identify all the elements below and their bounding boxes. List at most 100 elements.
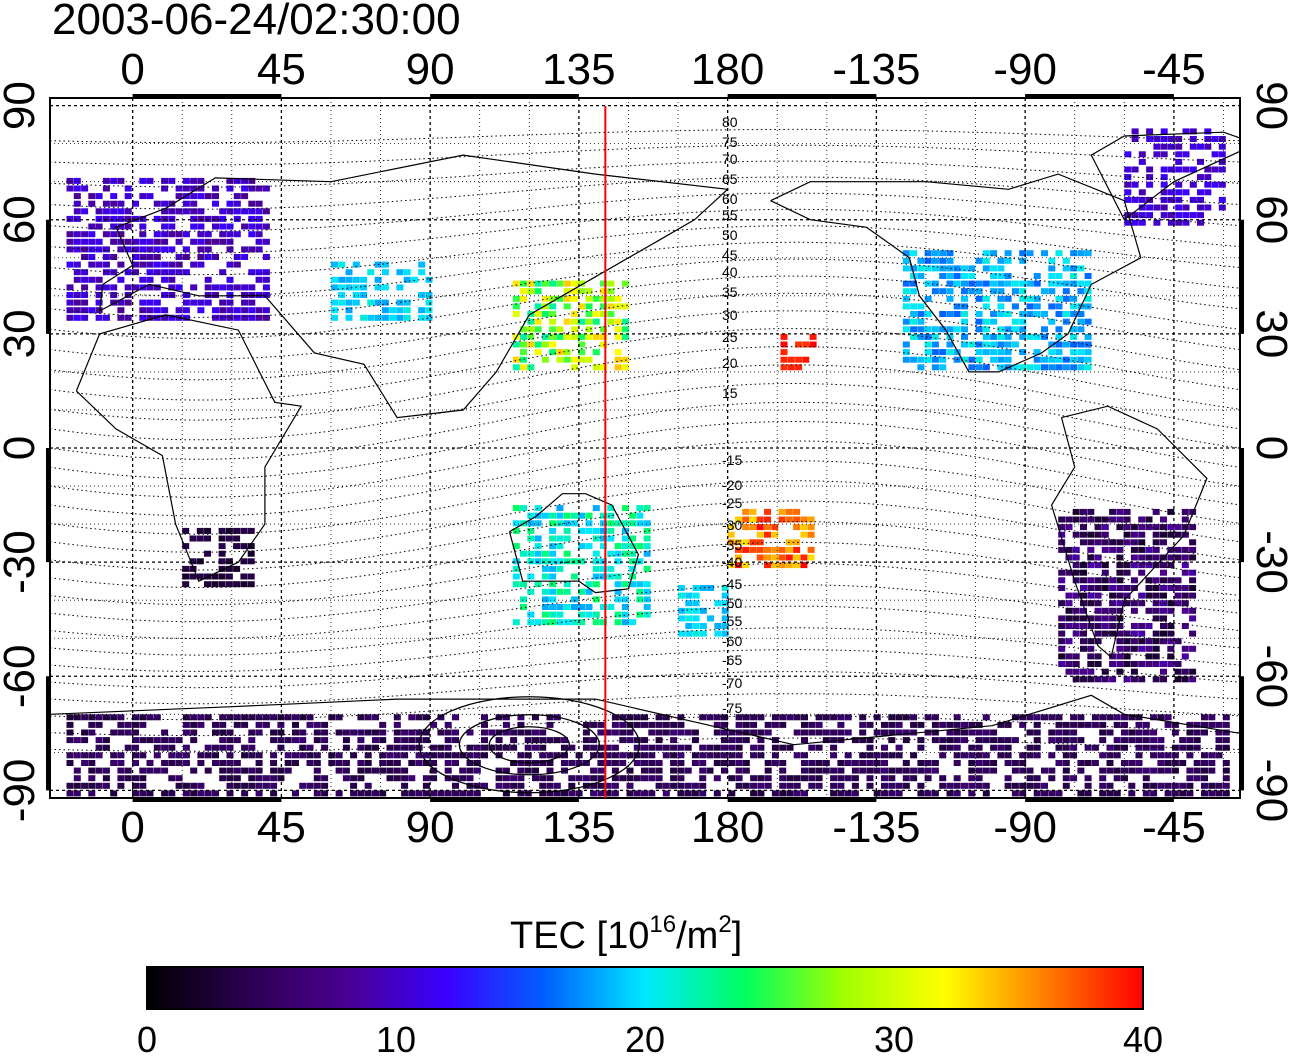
tec-cell (233, 581, 241, 588)
tec-cell (386, 752, 394, 759)
tec-cell (1070, 265, 1078, 272)
colorbar-title: TEC [1016/m2] (510, 911, 742, 957)
tec-cell (968, 744, 976, 751)
contour-line (50, 420, 1240, 498)
tec-cell (1026, 280, 1034, 287)
tec-cell (1189, 181, 1197, 188)
tec-cell (873, 760, 881, 766)
tec-cell (1142, 782, 1150, 789)
tec-cell (1135, 760, 1143, 766)
tec-cell (1131, 219, 1139, 226)
tec-cell (619, 721, 627, 728)
tec-cell (1150, 729, 1158, 736)
tec-cell (585, 326, 593, 333)
tec-cell (233, 208, 241, 215)
tec-cell (592, 364, 600, 371)
tec-cell (262, 208, 270, 215)
tec-cell (1189, 607, 1197, 614)
tec-cell (1062, 744, 1070, 751)
tec-cell (520, 604, 527, 610)
tec-cell (117, 223, 125, 230)
tec-cell (1062, 341, 1070, 348)
tec-cell (233, 775, 241, 782)
tec-cell (255, 223, 263, 230)
tec-cell (430, 767, 438, 774)
tec-cell (175, 254, 183, 260)
tec-cell (66, 284, 74, 291)
tec-cell (117, 177, 125, 184)
tec-cell (597, 752, 605, 759)
tec-cell (629, 512, 637, 519)
tec-cell (1080, 539, 1087, 546)
tec-cell (1215, 721, 1223, 728)
tec-cell (924, 714, 932, 721)
tec-cell (556, 295, 564, 302)
contour-label: 25 (722, 329, 738, 345)
tec-cell (1058, 653, 1066, 660)
tec-cell (611, 752, 619, 759)
tec-cell (1128, 714, 1136, 721)
tec-cell (102, 782, 110, 789)
tec-cell (396, 307, 404, 314)
tec-cell (1077, 318, 1085, 325)
tec-cell (66, 261, 74, 268)
tec-cell (636, 558, 644, 565)
tec-cell (597, 775, 605, 782)
tec-cell (437, 752, 445, 759)
tec-cell (946, 349, 954, 356)
tec-cell (1189, 546, 1197, 553)
tec-cell (524, 744, 532, 751)
tec-cell (520, 550, 527, 557)
tec-cell (153, 269, 161, 276)
tec-cell (481, 721, 488, 728)
tec-cell (1164, 714, 1172, 721)
tec-cell (946, 790, 954, 797)
tec-cell (1186, 744, 1194, 751)
tec-cell (1130, 661, 1138, 667)
tec-cell (381, 307, 389, 314)
tec-cell (1152, 676, 1160, 683)
tec-cell (815, 760, 823, 766)
tec-cell (721, 592, 729, 599)
tec-cell (292, 714, 299, 721)
tec-cell (822, 737, 830, 744)
tec-cell (571, 596, 578, 603)
tec-cell (204, 752, 212, 759)
tec-cell (1182, 219, 1190, 226)
tec-cell (756, 554, 764, 561)
tec-cell (793, 546, 801, 553)
tec-cell (466, 729, 474, 736)
tec-cell (1109, 546, 1117, 553)
tec-cell (1087, 592, 1095, 599)
tec-cell (313, 760, 321, 766)
tec-cell (1080, 508, 1087, 515)
tec-cell (473, 782, 481, 789)
tec-cell (139, 714, 147, 721)
tec-cell (233, 782, 241, 789)
tec-cell (643, 527, 651, 534)
tec-cell (437, 790, 445, 797)
tec-cell (233, 543, 241, 550)
tec-cell (1138, 516, 1146, 523)
tec-cell (219, 208, 227, 215)
tec-cell (1123, 645, 1131, 652)
tec-cell (262, 782, 270, 789)
tec-cell (520, 596, 527, 603)
tec-cell (226, 185, 234, 192)
tec-region-central-asia (331, 261, 433, 321)
tec-cell (524, 737, 532, 744)
tec-cell (1058, 531, 1066, 538)
tec-cell (139, 752, 147, 759)
tec-cell (233, 314, 241, 321)
tec-cell (844, 790, 852, 797)
tec-cell (895, 744, 903, 751)
tec-cell (917, 273, 925, 279)
tec-cell (636, 512, 644, 519)
tec-cell (655, 729, 663, 736)
tec-cell (563, 318, 571, 325)
tec-cell (670, 775, 678, 782)
tec-cell (1077, 349, 1085, 356)
tec-cell (1204, 204, 1212, 211)
tec-cell (473, 790, 481, 797)
tec-cell (1175, 166, 1183, 173)
